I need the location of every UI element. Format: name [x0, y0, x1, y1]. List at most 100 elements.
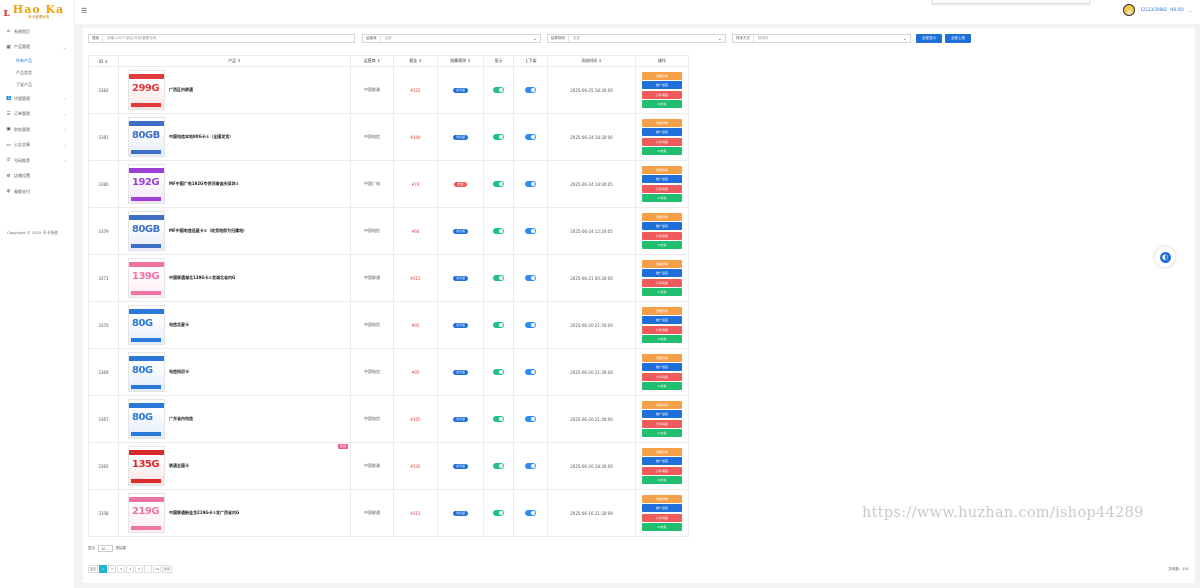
product-name[interactable]: 中国联通湖北139G卡①发湖北省内G [169, 275, 236, 280]
page-link[interactable]: 首页 [88, 565, 99, 573]
avatar[interactable] [1123, 4, 1136, 16]
sidebar-item[interactable]: ⚙ 店铺设置 [0, 169, 74, 185]
promo-link-button[interactable]: 推广链接 [642, 128, 682, 137]
table-row[interactable]: 3370 80G 电信吉星卡 中国电信 ¥95 次月返 2025-06-20 21:30:0… [88, 301, 689, 349]
show-toggle[interactable] [493, 369, 504, 375]
show-toggle[interactable] [493, 228, 504, 234]
product-name[interactable]: 电信吉星卡 [169, 322, 189, 327]
ai-copy-button[interactable]: AI文案 [642, 100, 682, 109]
view-detail-button[interactable]: 查看详情 [642, 353, 682, 362]
promo-link-button[interactable]: 推广链接 [642, 316, 682, 325]
column-header[interactable]: ID ⇕ [88, 55, 119, 67]
promo-link-button[interactable]: 推广链接 [642, 363, 682, 372]
table-row[interactable]: 3371 139G 中国联通湖北139G卡①发湖北省内G 中国联通 ¥215 次月返 202… [88, 254, 689, 302]
show-toggle[interactable] [493, 510, 504, 516]
ai-copy-button[interactable]: AI文案 [642, 288, 682, 297]
user-name[interactable]: 12123/20882（¥0.00） [1140, 7, 1187, 12]
product-cell[interactable]: 135G 联通全国卡 热销 [118, 442, 351, 490]
show-toggle[interactable] [493, 134, 504, 140]
logo[interactable]: ʟ Hao Ka 号卡管理系统 [0, 0, 74, 24]
product-cell[interactable]: 139G 中国联通湖北139G卡①发湖北省内G [118, 254, 351, 302]
user-menu[interactable]: 12123/20882（¥0.00） ⌄ [1123, 4, 1192, 16]
product-name[interactable]: 电信知初卡 [169, 369, 189, 374]
shelf-toggle[interactable] [525, 181, 536, 187]
page-link[interactable]: 尾页 [162, 565, 173, 573]
show-toggle[interactable] [493, 322, 504, 328]
shelf-toggle[interactable] [525, 463, 536, 469]
product-name[interactable]: MF中国广电192G专供河南省庆深圳② [169, 181, 239, 186]
shelf-toggle[interactable] [525, 322, 536, 328]
show-toggle[interactable] [493, 416, 504, 422]
share-poster-button[interactable]: 分享海报 [642, 372, 682, 381]
product-name[interactable]: 中国联通新金龙219G卡①发广西省内G [169, 510, 240, 515]
page-link[interactable]: 3 [117, 565, 126, 573]
sidebar-item[interactable]: ▣ 财务管理 › [0, 122, 74, 138]
chat-icon[interactable]: ◐ [1159, 251, 1171, 263]
shelf-toggle[interactable] [525, 369, 536, 375]
shelf-toggle[interactable] [525, 87, 536, 93]
column-header[interactable]: 结算规则 ⇕ [437, 55, 484, 67]
show-toggle[interactable] [493, 463, 504, 469]
page-link[interactable]: ... [144, 565, 153, 573]
search-input[interactable]: 请输入ID/产品名/号段/套餐名称 [107, 36, 157, 40]
product-cell[interactable]: 80G 广东省内电信 [118, 395, 351, 443]
ai-copy-button[interactable]: AI文案 [642, 335, 682, 344]
share-poster-button[interactable]: 分享海报 [642, 419, 682, 428]
share-poster-button[interactable]: 分享海报 [642, 90, 682, 99]
shelf-toggle[interactable] [525, 416, 536, 422]
column-header[interactable]: 操作 [635, 55, 689, 67]
table-row[interactable]: 3365 135G 联通全国卡 热销 中国联通 ¥145 次月返 2025-06-20 18:… [88, 442, 689, 490]
product-thumbnail[interactable]: 135G [128, 446, 165, 486]
product-thumbnail[interactable]: 80GB [128, 117, 165, 157]
view-detail-button[interactable]: 查看详情 [642, 118, 682, 127]
table-row[interactable]: 3369 80G 电信知初卡 中国电信 ¥95 次月返 2025-06-20 21:30:0… [88, 348, 689, 396]
sidebar-item[interactable]: ▦ 产品管理 ⌄ [0, 40, 74, 56]
share-poster-button[interactable]: 分享海报 [642, 137, 682, 146]
product-thumbnail[interactable]: 219G [128, 493, 165, 533]
product-thumbnail[interactable]: 80G [128, 352, 165, 392]
view-detail-button[interactable]: 查看详情 [642, 71, 682, 80]
sidebar-item[interactable]: ✆ 号码推荐 › [0, 153, 74, 169]
share-poster-button[interactable]: 分享海报 [642, 231, 682, 240]
view-detail-button[interactable]: 查看详情 [642, 447, 682, 456]
ai-copy-button[interactable]: AI文案 [642, 476, 682, 485]
product-thumbnail[interactable]: 192G [128, 164, 165, 204]
table-row[interactable]: 3367 80G 广东省内电信 中国电信 ¥105 次月返 2025-06-20 21:30… [88, 395, 689, 443]
ai-copy-button[interactable]: AI文案 [642, 194, 682, 203]
product-cell[interactable]: 80G 电信吉星卡 [118, 301, 351, 349]
column-header[interactable]: 产品 ⇕ [118, 55, 351, 67]
view-detail-button[interactable]: 查看详情 [642, 400, 682, 409]
ai-copy-button[interactable]: AI文案 [642, 429, 682, 438]
column-header[interactable]: 佣金 ⇕ [393, 55, 438, 67]
product-thumbnail[interactable]: 299G [128, 70, 165, 110]
product-thumbnail[interactable]: 80GB [128, 211, 165, 251]
sidebar-subitem[interactable]: 下架产品 [16, 82, 32, 87]
column-header[interactable]: 上下架 [513, 55, 548, 67]
table-row[interactable]: 3358 219G 中国联通新金龙219G卡①发广西省内G 中国联通 ¥213 次月返 20… [88, 489, 689, 537]
page-link[interactable]: 1 [99, 565, 108, 573]
share-poster-button[interactable]: 分享海报 [642, 325, 682, 334]
promo-link-button[interactable]: 推广链接 [642, 222, 682, 231]
shelf-toggle[interactable] [525, 275, 536, 281]
shelf-toggle[interactable] [525, 134, 536, 140]
view-detail-button[interactable]: 查看详情 [642, 259, 682, 268]
chevron-down-icon[interactable]: ⌄ [532, 36, 537, 42]
rule-value[interactable]: 全部 [573, 36, 580, 40]
share-poster-button[interactable]: 分享海报 [642, 513, 682, 522]
table-row[interactable]: 3379 80GB MF中国电信巡星卡②（收货地即为归属地） 中国电信 ¥66 次月返 20… [88, 207, 689, 255]
product-name[interactable]: 联通全国卡 [169, 463, 189, 468]
share-poster-button[interactable]: 分享海报 [642, 466, 682, 475]
chat-widget[interactable]: ◐ [1155, 247, 1175, 267]
sort-select[interactable]: 排序方式 按排序 ⌄ [732, 34, 911, 43]
sidebar-item[interactable]: 👥 代理管理 › [0, 91, 74, 107]
product-thumbnail[interactable]: 139G [128, 258, 165, 298]
sidebar-item[interactable]: ▭ 公告文章 › [0, 138, 74, 154]
ai-copy-button[interactable]: AI文案 [642, 382, 682, 391]
chevron-down-icon[interactable]: ⌄ [717, 36, 722, 42]
ai-copy-button[interactable]: AI文案 [642, 523, 682, 532]
product-cell[interactable]: 80GB MF中国电信巡星卡②（收货地即为归属地） [118, 207, 351, 255]
ai-copy-button[interactable]: AI文案 [642, 147, 682, 156]
product-name[interactable]: MF中国电信巡星卡②（收货地即为归属地） [169, 228, 248, 233]
table-row[interactable]: 3381 80GB 中国电信本地80G卡①（全国发货） 中国电信 ¥140 次月返 2025… [88, 113, 689, 161]
table-row[interactable]: 3380 192G MF中国广电192G专供河南省庆深圳② 中国广电 ¥74 秒返 2025… [88, 160, 689, 208]
